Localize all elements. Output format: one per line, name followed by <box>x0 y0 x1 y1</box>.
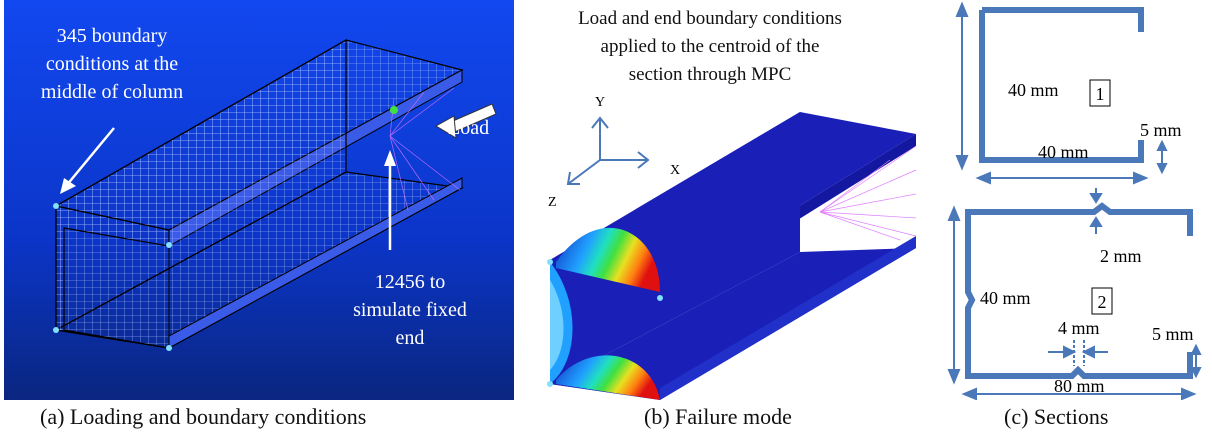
axis-z-label: Z <box>548 195 557 210</box>
b-web <box>550 112 800 384</box>
s1-width-label: 40 mm <box>1038 142 1089 162</box>
caption-b: (b) Failure mode <box>644 404 792 429</box>
section-2-outline <box>965 202 1193 379</box>
s1-id: 1 <box>1096 84 1105 104</box>
bc-label-3: middle of column <box>41 81 183 103</box>
load-point <box>390 106 398 114</box>
bc-label-2: conditions at the <box>46 53 178 75</box>
axis-triad <box>566 116 650 185</box>
axis-x-label: X <box>670 163 680 178</box>
panel-a: 345 boundary conditions at the middle of… <box>4 0 514 400</box>
b-stress-web-core <box>550 280 564 370</box>
axis-y-label: Y <box>595 95 605 110</box>
s2-height-label: 40 mm <box>980 288 1031 308</box>
boundary-markers <box>53 203 172 351</box>
s1-height-label: 40 mm <box>1008 80 1059 100</box>
bc-arrowhead <box>60 178 76 194</box>
caption-c: (c) Sections <box>1004 404 1109 429</box>
fixed-label-2: simulate fixed <box>353 299 467 321</box>
panel-a-figure: 345 boundary conditions at the middle of… <box>4 0 514 400</box>
fixed-arrowhead <box>384 150 396 166</box>
bc-arrow <box>65 127 115 187</box>
b-title-3: section through MPC <box>629 64 792 85</box>
section-1-outline <box>979 10 1144 163</box>
b-boundary-markers <box>547 259 663 387</box>
section-2-dims <box>947 205 1202 401</box>
s2-notch-label: 4 mm <box>1058 318 1100 338</box>
section-1-dims <box>955 1 1168 185</box>
s1-id-box <box>1089 79 1111 107</box>
b-bottom-lip <box>660 236 916 400</box>
load-arrowhead <box>435 115 457 139</box>
fixed-label-1: 12456 to <box>375 271 446 293</box>
fixed-label-3: end <box>396 327 425 349</box>
s2-id: 2 <box>1098 292 1107 312</box>
b-title-2: applied to the centroid of the <box>601 36 820 57</box>
b-bottom-flange <box>550 248 916 400</box>
s2-gap-label: 2 mm <box>1100 246 1142 266</box>
bc-label-1: 345 boundary <box>57 25 168 47</box>
gap-dims <box>1089 188 1103 234</box>
section-1-top <box>982 7 1144 32</box>
s1-lip-label: 5 mm <box>1140 120 1182 140</box>
b-stress-bottom <box>556 355 660 400</box>
b-title-1: Load and end boundary conditions <box>578 8 842 29</box>
panel-b: Load and end boundary conditions applied… <box>520 0 940 400</box>
s2-lip-label: 5 mm <box>1152 324 1194 344</box>
load-label: Load <box>448 117 489 139</box>
panel-b-figure: Load and end boundary conditions applied… <box>547 8 917 400</box>
panel-c: 40 mm 40 mm 5 mm 1 2 mm 40 <box>944 0 1212 401</box>
b-stress-top <box>556 227 660 292</box>
s2-id-box <box>1091 287 1113 315</box>
panel-c-figure: 40 mm 40 mm 5 mm 1 2 mm 40 <box>947 1 1202 401</box>
s2-width-label: 80 mm <box>1054 376 1105 396</box>
mpc-rays-a <box>389 87 461 211</box>
caption-a: (a) Loading and boundary conditions <box>40 404 367 429</box>
mpc-rays-b <box>819 145 917 241</box>
b-front-face <box>550 260 660 400</box>
